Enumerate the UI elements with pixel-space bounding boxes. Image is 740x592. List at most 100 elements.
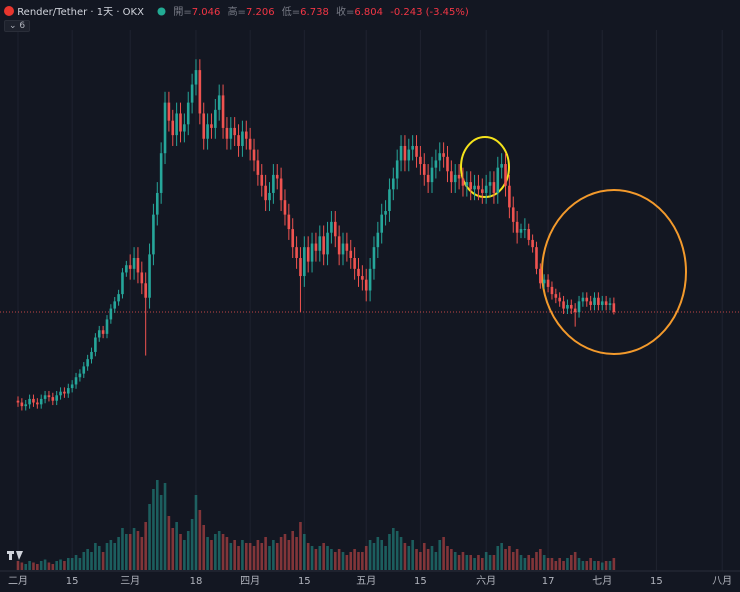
volume-bar: [287, 540, 291, 570]
volume-bar: [175, 522, 178, 570]
tv-logo: [7, 551, 23, 560]
candle-body: [353, 257, 356, 269]
candle-body: [403, 145, 407, 161]
ohlc-label: 開=: [173, 7, 192, 18]
volume-bar: [210, 540, 213, 570]
candle-body: [167, 102, 171, 121]
candle-body: [597, 297, 600, 305]
candle-body: [457, 174, 461, 179]
candle-body: [94, 337, 97, 352]
candle-body: [39, 398, 43, 405]
volume-bar: [268, 546, 271, 570]
candle-body: [422, 164, 426, 175]
volume-bar: [469, 555, 472, 570]
candle-body: [388, 189, 391, 212]
x-tick-label: 三月: [120, 575, 140, 587]
volume-bar: [275, 543, 279, 570]
volume-bar: [368, 540, 372, 570]
candle-body: [291, 229, 295, 248]
volume-bar: [318, 546, 322, 570]
candle-body: [415, 145, 418, 157]
volume-bar: [28, 561, 31, 570]
volume-bar: [32, 562, 35, 570]
volume-bar: [74, 555, 78, 570]
volume-bar: [20, 562, 24, 570]
volume-bar: [550, 558, 554, 570]
volume-bar: [345, 555, 349, 570]
volume-bar: [515, 549, 519, 570]
candle-body: [542, 279, 546, 284]
x-tick-label: 15: [414, 576, 427, 587]
candle-body: [190, 84, 194, 103]
candle-body: [179, 113, 182, 132]
volume-bar: [384, 546, 387, 570]
volume-bar: [237, 546, 240, 570]
volume-bar: [376, 537, 380, 570]
volume-bar: [422, 543, 426, 570]
volume-bar: [299, 522, 302, 570]
volume-bar: [597, 561, 600, 570]
candle-body: [566, 304, 569, 309]
volume-bar: [97, 546, 101, 570]
indicator-toggle[interactable]: ⌄ 6: [4, 20, 31, 32]
candle-body: [546, 279, 550, 287]
candle-body: [210, 124, 213, 128]
volume-bar: [531, 558, 534, 570]
candle-body: [125, 265, 128, 273]
candle-body: [558, 297, 561, 302]
volume-bar: [109, 540, 113, 570]
volume-bar: [562, 561, 565, 570]
volume-bar: [163, 483, 167, 570]
candle-body: [484, 185, 488, 193]
volume-bar: [43, 559, 47, 570]
candle-body: [28, 398, 31, 405]
volume-bar: [24, 564, 28, 570]
x-tick-label: 15: [66, 576, 79, 587]
candle-body: [450, 171, 453, 183]
volume-bar: [430, 546, 434, 570]
candle-body: [299, 257, 302, 277]
candle-body: [368, 268, 372, 291]
volume-bar: [504, 549, 507, 570]
candle-body: [306, 247, 310, 262]
candle-body: [155, 192, 159, 215]
high-value: 7.206: [245, 7, 275, 18]
volume-bar: [558, 558, 561, 570]
volume-bar: [140, 537, 144, 570]
x-tick-label: 15: [650, 576, 663, 587]
volume-bar: [488, 555, 492, 570]
volume-bar: [70, 558, 74, 570]
candle-body: [569, 304, 573, 309]
candle-body: [225, 127, 229, 139]
candle-body: [70, 384, 74, 389]
candle-body: [97, 330, 101, 338]
volume-bar: [465, 555, 469, 570]
candle-body: [504, 164, 507, 186]
status-dot: [157, 7, 166, 16]
candle-body: [399, 145, 403, 161]
candle-body: [74, 377, 78, 385]
volume-bar: [419, 552, 422, 570]
candle-body: [287, 214, 291, 230]
x-tick-label: 七月: [592, 575, 612, 587]
candle-body: [469, 182, 472, 190]
candle-body: [171, 120, 175, 136]
candle-body: [186, 102, 190, 125]
candle-body: [407, 149, 411, 161]
symbol-icon: [4, 6, 14, 16]
volume-bar: [144, 522, 147, 570]
volume-bar: [361, 552, 364, 570]
candle-body: [322, 236, 325, 255]
candle-body: [608, 303, 612, 305]
volume-bar: [372, 543, 376, 570]
volume-bar: [600, 562, 604, 570]
candle-body: [109, 308, 113, 320]
volume-bar: [581, 561, 585, 570]
candle-body: [426, 174, 430, 183]
open-value: 7.046: [191, 7, 221, 18]
volume-bar: [128, 534, 132, 570]
candle-body: [237, 135, 240, 146]
volume-bar: [380, 540, 384, 570]
candle-body: [511, 207, 515, 222]
